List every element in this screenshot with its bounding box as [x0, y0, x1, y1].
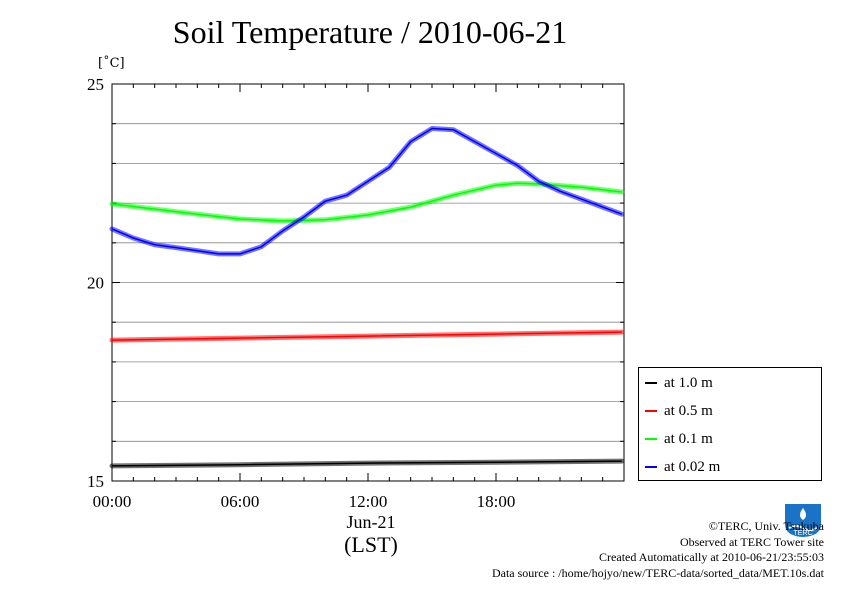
- svg-text:TERC: TERC: [793, 530, 812, 537]
- x-axis-date-label: Jun-21: [346, 512, 396, 532]
- chart-footer: ©TERC, Univ. Tsukuba Observed at TERC To…: [492, 519, 824, 581]
- legend-item: at 0.1 m: [645, 429, 713, 449]
- series-line: [111, 331, 622, 341]
- x-axis-title: (LST): [344, 532, 398, 557]
- chart-legend: at 1.0 m at 0.5 m at 0.1 m at 0.02 m: [638, 367, 822, 481]
- x-tick-label: 12:00: [349, 492, 388, 511]
- x-tick-label: 06:00: [221, 492, 260, 511]
- legend-item: at 0.02 m: [645, 457, 720, 477]
- y-axis-unit: [˚C]: [98, 56, 125, 71]
- legend-swatch: [645, 438, 657, 440]
- observed-text: Observed at TERC Tower site: [679, 534, 824, 549]
- chart-title: Soil Temperature / 2010-06-21: [172, 14, 568, 50]
- y-tick-label: 25: [87, 75, 104, 94]
- terc-logo: TERC: [785, 504, 821, 537]
- series-line: [111, 460, 622, 467]
- created-text: Created Automatically at 2010-06-21/23:5…: [599, 550, 824, 564]
- x-tick-label: 18:00: [477, 492, 516, 511]
- legend-label: at 0.02 m: [664, 458, 721, 475]
- y-tick-label: 15: [87, 472, 104, 491]
- series-line: [111, 127, 623, 255]
- copyright-text: ©TERC, Univ. Tsukuba: [708, 519, 824, 533]
- legend-label: at 0.5 m: [664, 402, 713, 419]
- legend-swatch: [645, 466, 657, 468]
- legend-item: at 0.5 m: [645, 401, 713, 421]
- legend-label: at 0.1 m: [664, 430, 713, 447]
- legend-item: at 1.0 m: [645, 373, 713, 393]
- legend-swatch: [645, 410, 657, 412]
- legend-swatch: [645, 382, 657, 384]
- series-line-halo: [109, 126, 625, 257]
- series-line: [111, 182, 622, 222]
- legend-label: at 1.0 m: [664, 374, 713, 391]
- x-tick-label: 00:00: [93, 492, 132, 511]
- y-tick-label: 20: [87, 274, 104, 293]
- data-source-text: Data source : /home/hojyo/new/TERC-data/…: [491, 565, 824, 580]
